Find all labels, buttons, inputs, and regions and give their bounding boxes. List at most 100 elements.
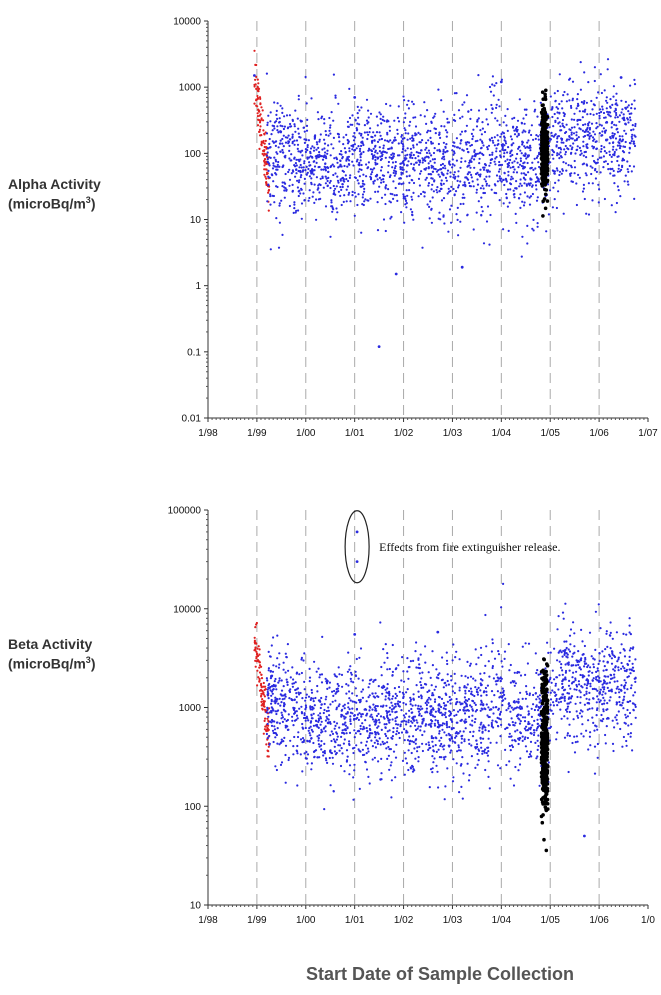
alpha-series-1-point (570, 172, 573, 175)
alpha-series-1-point (491, 153, 494, 156)
beta-series-1-point (595, 714, 598, 717)
beta-series-1-point (537, 744, 540, 748)
beta-series-0-point (258, 689, 262, 692)
alpha-series-1-point (557, 190, 560, 193)
alpha-series-1-point (616, 144, 620, 147)
beta-series-1-point (585, 687, 588, 690)
beta-series-1-point (457, 749, 461, 752)
alpha-series-1-point (404, 112, 407, 115)
alpha-series-1-point (288, 149, 291, 152)
alpha-series-1-point (439, 136, 442, 139)
alpha-series-1-point (349, 200, 352, 203)
alpha-series-1-point (361, 203, 364, 206)
beta-series-1-point (417, 690, 420, 693)
beta-series-1-point (338, 703, 341, 706)
alpha-series-1-point (509, 155, 512, 158)
beta-series-1-point (420, 686, 423, 690)
alpha-series-1-point (442, 148, 445, 151)
beta-series-1-point (433, 757, 436, 760)
alpha-series-1-point (453, 171, 456, 174)
beta-series-1-point (267, 669, 270, 672)
beta-series-0-point (261, 698, 264, 701)
beta-series-1-point (409, 725, 412, 728)
beta-series-1-point (471, 724, 474, 727)
beta-series-1-point (452, 727, 455, 730)
alpha-series-1-point (422, 159, 425, 162)
alpha-series-1-point (512, 165, 515, 168)
beta-series-1-point (564, 669, 568, 673)
alpha-series-1-point (522, 129, 525, 132)
alpha-series-1-point (273, 156, 276, 159)
beta-series-1-point (361, 713, 364, 716)
alpha-series-1-point (427, 129, 430, 132)
beta-series-1-point (403, 728, 406, 731)
alpha-series-1-point (329, 235, 332, 238)
beta-series-1-point (600, 713, 603, 717)
alpha-series-1-point (619, 145, 622, 148)
alpha-series-1-point (300, 120, 303, 123)
alpha-series-1-point (607, 113, 610, 116)
alpha-series-1-point (505, 180, 508, 183)
alpha-series-1-point (294, 175, 297, 178)
alpha-series-1-point (430, 154, 433, 157)
alpha-series-1-point (329, 126, 332, 129)
alpha-series-1-point (340, 150, 343, 153)
alpha-series-1-point (434, 168, 437, 171)
beta-series-1-point (491, 666, 494, 670)
beta-series-1-point (390, 708, 393, 711)
alpha-series-1-point (611, 132, 614, 135)
alpha-series-1-point (615, 111, 618, 115)
beta-series-1-point (312, 712, 315, 715)
beta-series-1-point (266, 706, 269, 710)
beta-series-1-point (333, 750, 336, 753)
alpha-series-1-point (364, 198, 367, 201)
beta-series-1-point (455, 762, 458, 765)
alpha-series-1-point (633, 142, 636, 145)
beta-series-1-point (382, 648, 385, 651)
beta-series-1-point (512, 723, 515, 727)
beta-series-1-point (467, 738, 470, 741)
beta-y-axis-label-units: (microBq/m3) (8, 652, 95, 672)
alpha-series-1-point (436, 149, 439, 152)
alpha-series-1-point (266, 200, 269, 203)
beta-series-1-point (467, 709, 470, 712)
beta-series-1-point (475, 743, 479, 746)
alpha-series-1-point (407, 132, 410, 135)
beta-series-1-point (410, 751, 413, 755)
alpha-series-1-point (575, 107, 578, 110)
beta-series-1-point (386, 737, 389, 740)
alpha-series-1-point (275, 109, 278, 112)
alpha-series-1-point (526, 195, 529, 198)
beta-series-1-point (308, 740, 311, 743)
alpha-series-1-point (403, 127, 406, 130)
beta-series-1-point (286, 728, 289, 732)
alpha-series-1-point (296, 179, 299, 182)
alpha-series-1-point (333, 189, 336, 192)
alpha-series-1-point (400, 183, 403, 186)
beta-series-1-point (412, 659, 415, 663)
alpha-series-1-point (503, 183, 506, 187)
alpha-series-1-point (397, 120, 401, 123)
beta-series-0-point (258, 648, 261, 651)
alpha-series-1-point (283, 115, 286, 118)
alpha-series-1-point (563, 90, 566, 94)
beta-series-1-point (614, 716, 617, 719)
alpha-series-1-point (439, 168, 442, 171)
alpha-series-1-point (580, 152, 583, 155)
alpha-series-1-point (604, 129, 608, 132)
beta-series-1-point (403, 716, 406, 719)
alpha-series-1-point (433, 127, 436, 130)
alpha-series-1-point (559, 151, 562, 154)
alpha-series-1-point (490, 136, 493, 139)
alpha-y-axis-label: Alpha Activity (microBq/m3) (8, 176, 101, 212)
alpha-series-1-point (513, 129, 516, 132)
beta-series-1-point (317, 720, 320, 724)
beta-series-1-point (481, 731, 484, 734)
alpha-series-0-point (260, 143, 263, 146)
alpha-series-1-point (632, 140, 636, 143)
alpha-series-1-point (583, 197, 586, 201)
alpha-series-1-point (471, 180, 474, 183)
beta-series-1-point (434, 744, 437, 747)
alpha-series-1-point (506, 151, 509, 154)
beta-series-1-point (474, 648, 477, 651)
